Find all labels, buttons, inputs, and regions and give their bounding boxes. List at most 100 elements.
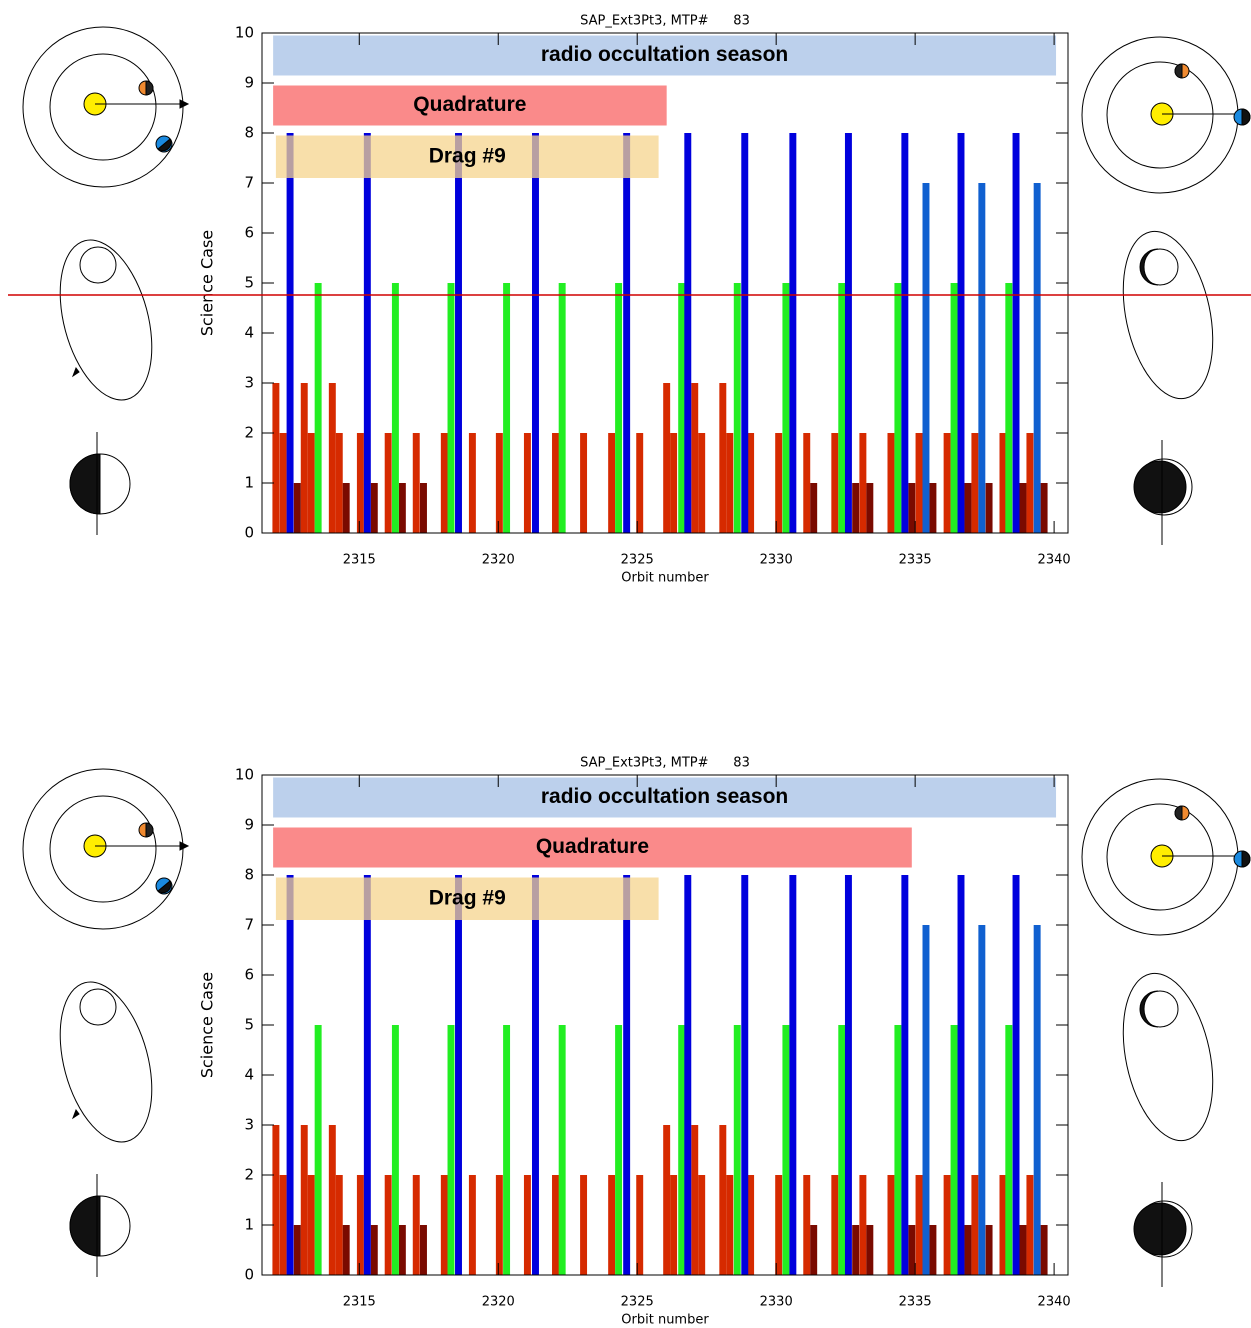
- bar: [336, 1175, 343, 1275]
- bar: [636, 1175, 643, 1275]
- x-tick-label: 2330: [760, 553, 793, 568]
- bar: [469, 433, 476, 533]
- bar: [684, 875, 691, 1275]
- bar: [726, 433, 733, 533]
- bar: [663, 383, 670, 533]
- bar: [1041, 1225, 1048, 1275]
- bar: [838, 283, 845, 533]
- bar: [698, 1175, 705, 1275]
- y-tick-label: 10: [235, 24, 254, 42]
- bar: [385, 1175, 392, 1275]
- bar: [496, 1175, 503, 1275]
- y-axis-label: Science Case: [198, 230, 217, 336]
- bar: [803, 433, 810, 533]
- bar: [336, 433, 343, 533]
- bar: [371, 483, 378, 533]
- bar: [503, 283, 510, 533]
- bar: [887, 1175, 894, 1275]
- bar: [775, 433, 782, 533]
- bar: [734, 1025, 741, 1275]
- y-tick-label: 7: [244, 916, 254, 934]
- y-tick-label: 6: [244, 966, 254, 984]
- bar: [944, 433, 951, 533]
- y-tick-label: 2: [244, 424, 254, 442]
- y-tick-label: 6: [244, 224, 254, 242]
- bar: [524, 433, 531, 533]
- chart: radio occultation seasonQuadratureDrag #…: [198, 756, 1071, 1328]
- bar: [1026, 433, 1033, 533]
- bar: [986, 483, 993, 533]
- bar: [1020, 1225, 1027, 1275]
- band-label: Quadrature: [413, 93, 526, 116]
- bar: [678, 1025, 685, 1275]
- bar: [691, 383, 698, 533]
- bar: [901, 875, 908, 1275]
- bar: [741, 875, 748, 1275]
- bar: [294, 1225, 301, 1275]
- bar: [385, 433, 392, 533]
- bar: [371, 1225, 378, 1275]
- bar: [357, 433, 364, 533]
- y-tick-label: 4: [244, 1066, 254, 1084]
- bar: [782, 1025, 789, 1275]
- y-tick-label: 2: [244, 1166, 254, 1184]
- bar: [364, 875, 371, 1275]
- bar: [663, 1125, 670, 1275]
- bar: [399, 483, 406, 533]
- bar: [923, 925, 930, 1275]
- x-tick-label: 2335: [899, 1295, 932, 1310]
- bar: [455, 875, 462, 1275]
- bar: [971, 1175, 978, 1275]
- bar: [803, 1175, 810, 1275]
- bar: [552, 433, 559, 533]
- bar: [810, 1225, 817, 1275]
- y-tick-label: 4: [244, 324, 254, 342]
- bar: [329, 383, 336, 533]
- bar: [532, 875, 539, 1275]
- bar: [399, 1225, 406, 1275]
- bar: [923, 183, 930, 533]
- bar: [894, 1025, 901, 1275]
- bar: [420, 483, 427, 533]
- y-axis-label: Science Case: [198, 972, 217, 1078]
- bar: [294, 483, 301, 533]
- chart-title: SAP_Ext3Pt3, MTP# 83: [580, 756, 750, 771]
- bar: [287, 133, 294, 533]
- y-tick-label: 9: [244, 74, 254, 92]
- bar: [315, 1025, 322, 1275]
- bar: [986, 1225, 993, 1275]
- bar: [978, 183, 985, 533]
- bar: [343, 483, 350, 533]
- x-tick-label: 2340: [1038, 1295, 1071, 1310]
- y-tick-label: 1: [244, 474, 254, 492]
- bar: [951, 283, 958, 533]
- bar: [1026, 1175, 1033, 1275]
- bar: [845, 875, 852, 1275]
- y-tick-label: 1: [244, 1216, 254, 1234]
- bar: [608, 1175, 615, 1275]
- bar: [413, 1175, 420, 1275]
- bar: [615, 1025, 622, 1275]
- bar: [908, 1225, 915, 1275]
- bar: [866, 1225, 873, 1275]
- bar: [1005, 1025, 1012, 1275]
- bar: [503, 1025, 510, 1275]
- bar: [441, 1175, 448, 1275]
- bar: [357, 1175, 364, 1275]
- bar: [678, 283, 685, 533]
- bar: [845, 133, 852, 533]
- bar: [810, 483, 817, 533]
- bar: [496, 433, 503, 533]
- bar: [448, 1025, 455, 1275]
- bar: [908, 483, 915, 533]
- bar: [524, 1175, 531, 1275]
- bar: [552, 1175, 559, 1275]
- x-tick-label: 2335: [899, 553, 932, 568]
- bar: [789, 875, 796, 1275]
- bar: [392, 283, 399, 533]
- bar: [280, 1175, 287, 1275]
- bar: [272, 383, 279, 533]
- bar: [420, 1225, 427, 1275]
- bar: [301, 1125, 308, 1275]
